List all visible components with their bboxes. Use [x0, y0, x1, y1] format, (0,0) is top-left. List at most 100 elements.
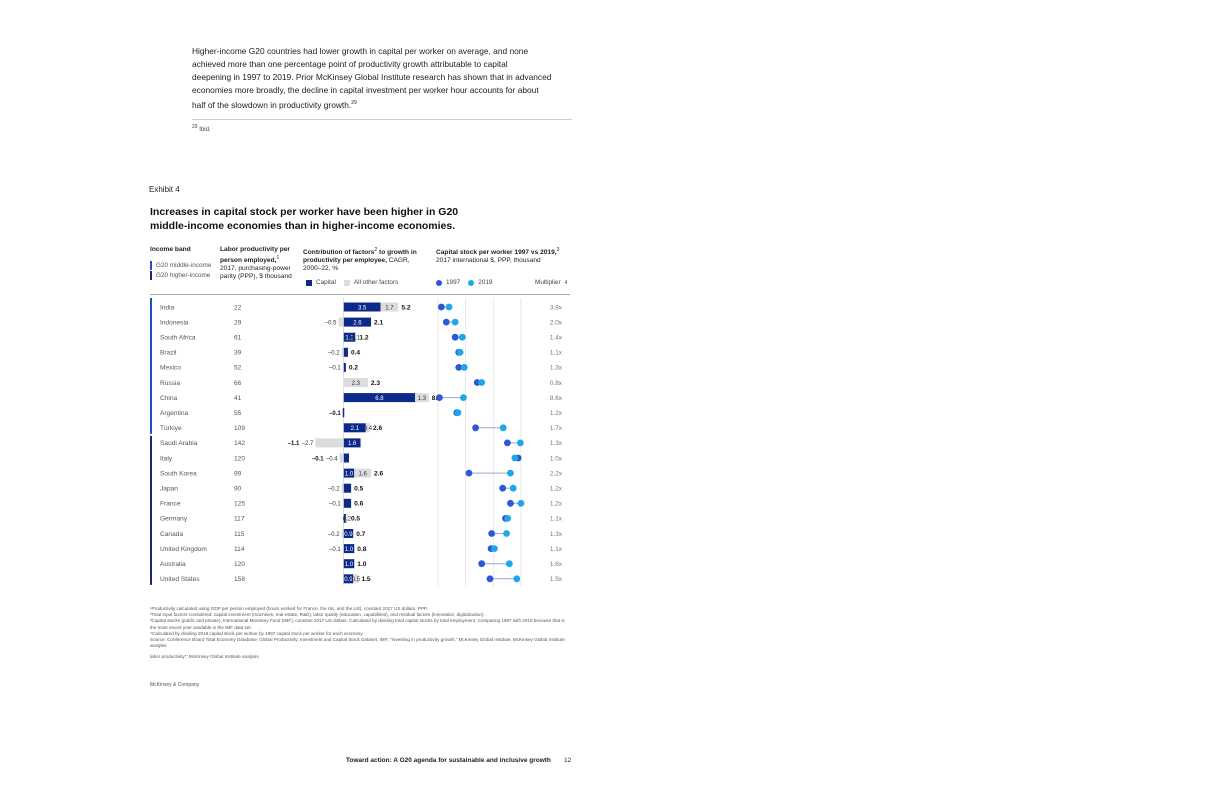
- country-label: Russia: [160, 380, 180, 387]
- body-line-text: half of the slowdown in productivity gro…: [192, 99, 352, 110]
- bar-capital: [343, 438, 361, 448]
- dot-2019: [505, 560, 513, 568]
- country-label: Saudi Arabia: [160, 440, 198, 447]
- labor-value: 61: [234, 335, 242, 342]
- labor-value: 29: [234, 319, 242, 326]
- bar-capital-label: 0.9: [344, 532, 353, 538]
- bar-capital-label: 2.6: [353, 320, 362, 326]
- dot-1997: [465, 469, 473, 477]
- labor-value: 90: [234, 486, 242, 493]
- legend-higher-income: G20 higher-income: [150, 271, 210, 280]
- contribution-legend: Capital All other factors: [306, 279, 398, 286]
- labor-value: 114: [234, 546, 245, 553]
- bar-other-negative: [342, 362, 344, 372]
- note-2: ²Total input factors considered: capital…: [150, 612, 485, 618]
- labor-value: 115: [234, 531, 245, 538]
- multiplier-title: Multiplier: [535, 279, 561, 286]
- bar-other-label: –0.1: [329, 411, 341, 417]
- bar-capital: [343, 332, 356, 342]
- page-number: 12: [564, 757, 572, 764]
- contrib-header-title: Contribution of factors: [303, 249, 375, 257]
- multiplier-value: 1.2x: [550, 486, 563, 493]
- bar-capital: [343, 559, 355, 569]
- bar-capital: [343, 423, 366, 433]
- bar-other-label: –0.1: [329, 547, 341, 553]
- source-tail: labor productivity"; McKinsey Global Ins…: [150, 654, 259, 659]
- multiplier-value: 1.5x: [550, 576, 563, 583]
- capital-header-sub: 2017 international $, PPP, thousand: [436, 257, 541, 265]
- total-label: 0.4: [351, 350, 360, 357]
- bar-other-negative: [341, 483, 344, 493]
- country-label: United Kingdom: [160, 546, 207, 553]
- labor-value: 39: [234, 350, 242, 357]
- note-4: ⁴Calculated by dividing 2019 capital sto…: [150, 630, 364, 636]
- multiplier-value: 1.4x: [550, 335, 563, 342]
- dot-2019: [516, 439, 524, 447]
- total-label: 1.5: [361, 576, 370, 583]
- bar-other-negative: [341, 347, 344, 357]
- body-line: achieved more than one percentage point …: [192, 59, 508, 69]
- bar-other: [345, 513, 348, 523]
- bar-capital: [343, 347, 348, 357]
- figure-exhibit-4: Income band G20 middle-income G20 higher…: [150, 246, 570, 587]
- bar-capital: [343, 302, 381, 312]
- bar-other-negative: [341, 529, 344, 538]
- labor-value: 99: [234, 470, 242, 477]
- multiplier-value: 1.3x: [550, 365, 563, 372]
- note-source: Source: Conference Board Total Economy D…: [150, 637, 565, 649]
- bar-capital: [343, 513, 346, 523]
- multiplier-value: 1.6x: [550, 561, 563, 568]
- labor-value: 55: [234, 410, 242, 417]
- bar-other-label: –0.2: [328, 351, 340, 357]
- bar-other-label: 0.4: [364, 426, 373, 432]
- labor-value: 158: [234, 576, 245, 583]
- dot-2019: [460, 364, 468, 371]
- bar-other-negative: [338, 317, 344, 327]
- dot-1997: [437, 303, 445, 311]
- bar-capital-label: 0.9: [344, 577, 353, 583]
- country-label: China: [160, 395, 178, 402]
- band-bar-high: [150, 435, 152, 585]
- bar-other-label: 0.2: [343, 517, 352, 523]
- labor-header-title: Labor productivity per person employed,: [220, 246, 290, 265]
- total-label: 0.2: [349, 365, 358, 372]
- total-label: 0.5: [351, 516, 360, 523]
- dot-2019: [456, 348, 464, 356]
- bar-other: [415, 393, 429, 403]
- total-label: 0.5: [354, 486, 363, 493]
- bar-capital-label: 3.5: [358, 305, 367, 311]
- bar-capital-label: 2.1: [351, 426, 360, 432]
- dot-2019: [445, 303, 453, 311]
- bar-capital: [343, 468, 355, 478]
- labor-value: 117: [234, 516, 245, 523]
- dot-2019: [491, 545, 498, 552]
- country-label: Australia: [160, 561, 186, 568]
- country-label: Mexico: [160, 365, 181, 372]
- contribution-header: Contribution of factors2 to growth in pr…: [303, 246, 429, 273]
- multiplier-value: 1.0x: [550, 455, 563, 462]
- footnote-ibid: 29 Ibid.: [192, 124, 211, 133]
- page-footer-title: Toward action: A G20 agenda for sustaina…: [346, 757, 551, 764]
- dot-2019: [517, 499, 525, 507]
- bar-capital-label: 6.8: [375, 396, 384, 402]
- dot-2019: [511, 454, 519, 462]
- multiplier-header: Multiplier 4: [535, 279, 567, 286]
- legend-1997: 1997: [446, 279, 461, 286]
- legend-2019: 2019: [478, 279, 493, 286]
- footnote-ref[interactable]: 29: [351, 100, 357, 106]
- dot-2019: [451, 318, 459, 326]
- labor-value: 142: [234, 440, 245, 447]
- legend-other: All other factors: [353, 279, 399, 286]
- dot-1997: [488, 530, 496, 537]
- bar-capital-label: 1.0: [345, 547, 354, 553]
- header-divider: [150, 294, 570, 295]
- bar-other-label: 0.1: [352, 336, 361, 342]
- labor-value: 41: [234, 395, 242, 402]
- body-line: Higher-income G20 countries had lower gr…: [192, 46, 529, 56]
- labor-value: 125: [234, 501, 245, 508]
- multiplier-sup: 4: [564, 279, 568, 286]
- multiplier-value: 3.9x: [550, 304, 563, 311]
- dot-1997: [451, 333, 459, 341]
- capital-header-title: Capital stock per worker 1997 vs 2019,: [436, 249, 557, 257]
- body-line: deepening in 1997 to 2019. Prior McKinse…: [192, 72, 552, 82]
